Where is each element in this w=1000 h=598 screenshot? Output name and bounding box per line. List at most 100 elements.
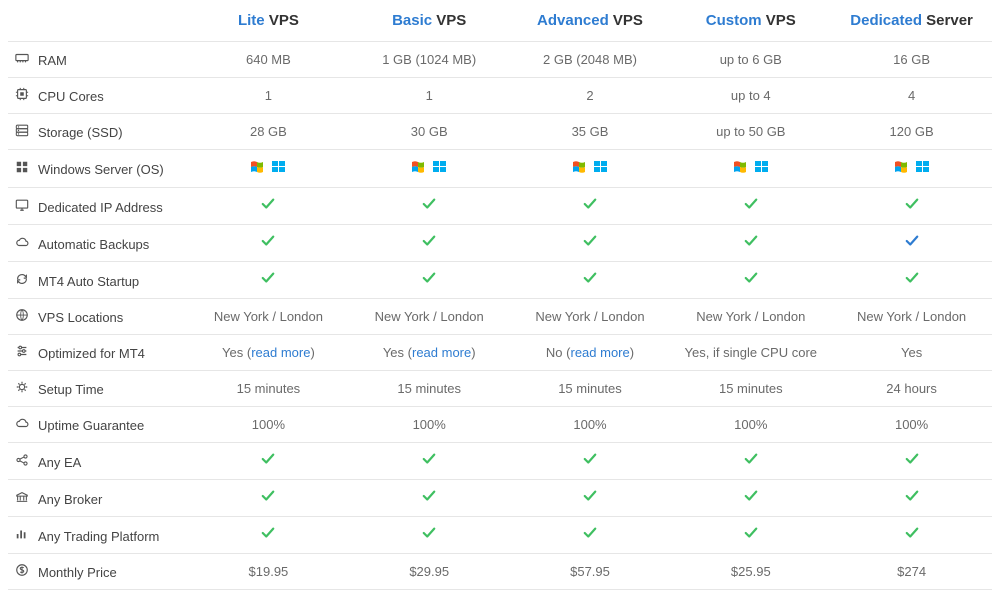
check-icon bbox=[261, 198, 275, 215]
feature-cell bbox=[188, 480, 349, 517]
cell-text: $19.95 bbox=[249, 564, 289, 579]
check-icon bbox=[422, 234, 436, 248]
cell-text: 2 bbox=[586, 88, 593, 103]
check-icon bbox=[261, 197, 275, 211]
check-icon bbox=[583, 197, 597, 211]
windows-os-icons bbox=[410, 159, 448, 175]
check-icon bbox=[422, 527, 436, 544]
feature-cell bbox=[670, 480, 831, 517]
read-more-link[interactable]: read more bbox=[412, 345, 471, 360]
cell-text: No bbox=[546, 345, 566, 360]
cell-text: 2 GB (2048 MB) bbox=[543, 52, 637, 67]
feature-cell: 100% bbox=[349, 407, 510, 443]
windows8-icon bbox=[593, 159, 609, 175]
check-icon bbox=[905, 527, 919, 544]
check-icon bbox=[422, 197, 436, 211]
feature-cell bbox=[349, 225, 510, 262]
cell-text: 24 hours bbox=[886, 381, 937, 396]
feature-label: Setup Time bbox=[38, 382, 104, 397]
feature-cell: 100% bbox=[510, 407, 671, 443]
check-icon bbox=[905, 453, 919, 470]
feature-label-cell: Any Trading Platform bbox=[8, 517, 188, 554]
cloud-icon bbox=[14, 416, 30, 430]
windows8-icon bbox=[754, 159, 770, 175]
feature-cell bbox=[831, 225, 992, 262]
feature-label-cell: Monthly Price bbox=[8, 554, 188, 590]
check-icon bbox=[583, 198, 597, 215]
plan-name-suffix: VPS bbox=[766, 12, 796, 29]
cell-text: New York / London bbox=[857, 309, 966, 324]
check-icon bbox=[583, 235, 597, 252]
dollar-icon bbox=[14, 563, 30, 577]
cell-text: 15 minutes bbox=[558, 381, 622, 396]
cell-text: $274 bbox=[897, 564, 926, 579]
monitor-icon bbox=[14, 198, 30, 212]
check-icon bbox=[583, 526, 597, 540]
feature-cell bbox=[831, 443, 992, 480]
feature-cell: 1 bbox=[188, 78, 349, 114]
check-icon bbox=[583, 234, 597, 248]
ram-icon bbox=[15, 51, 29, 65]
windows7-icon bbox=[571, 159, 587, 175]
feature-row: VPS LocationsNew York / LondonNew York /… bbox=[8, 299, 992, 335]
check-icon bbox=[905, 272, 919, 289]
check-icon bbox=[261, 234, 275, 248]
check-icon bbox=[422, 490, 436, 507]
feature-cell: 15 minutes bbox=[670, 371, 831, 407]
plan-name-highlight: Advanced bbox=[537, 12, 609, 29]
feature-cell: 15 minutes bbox=[349, 371, 510, 407]
cell-text: Yes bbox=[901, 345, 922, 360]
check-icon bbox=[261, 453, 275, 470]
feature-cell: 2 GB (2048 MB) bbox=[510, 42, 671, 78]
feature-row: Uptime Guarantee100%100%100%100%100% bbox=[8, 407, 992, 443]
cell-text: New York / London bbox=[696, 309, 805, 324]
check-icon bbox=[261, 235, 275, 252]
feature-row: Dedicated IP Address bbox=[8, 188, 992, 225]
feature-cell: 15 minutes bbox=[188, 371, 349, 407]
feature-cell: 30 GB bbox=[349, 114, 510, 150]
check-icon bbox=[744, 235, 758, 252]
feature-label-cell: MT4 Auto Startup bbox=[8, 262, 188, 299]
check-icon bbox=[744, 453, 758, 470]
sliders-icon bbox=[14, 344, 30, 358]
windows8-icon bbox=[432, 159, 448, 175]
check-icon bbox=[583, 453, 597, 470]
check-icon bbox=[583, 527, 597, 544]
check-icon bbox=[905, 235, 919, 252]
cell-text: 4 bbox=[908, 88, 915, 103]
comparison-table: Lite VPSBasic VPSAdvanced VPSCustom VPSD… bbox=[8, 8, 992, 590]
plan-name-highlight: Custom bbox=[706, 12, 762, 29]
feature-cell: 100% bbox=[831, 407, 992, 443]
feature-cell bbox=[510, 517, 671, 554]
dollar-icon bbox=[15, 563, 29, 577]
share-icon bbox=[15, 453, 29, 467]
plan-header: Basic VPS bbox=[349, 8, 510, 42]
cell-text: Yes bbox=[222, 345, 247, 360]
sliders-icon bbox=[15, 344, 29, 358]
feature-cell bbox=[670, 225, 831, 262]
plan-header: Dedicated Server bbox=[831, 8, 992, 42]
cell-text: 16 GB bbox=[893, 52, 930, 67]
feature-cell: No (read more) bbox=[510, 335, 671, 371]
check-icon bbox=[422, 453, 436, 470]
feature-cell bbox=[510, 480, 671, 517]
feature-cell: 28 GB bbox=[188, 114, 349, 150]
feature-cell: 100% bbox=[188, 407, 349, 443]
windows-os-icons bbox=[732, 159, 770, 175]
barchart-icon bbox=[14, 527, 30, 541]
read-more-link[interactable]: read more bbox=[251, 345, 310, 360]
cpu-icon bbox=[14, 87, 30, 101]
windows7-icon bbox=[410, 159, 426, 175]
feature-cell bbox=[670, 517, 831, 554]
cell-text: 640 MB bbox=[246, 52, 291, 67]
feature-cell bbox=[510, 262, 671, 299]
plan-header: Advanced VPS bbox=[510, 8, 671, 42]
check-icon bbox=[744, 271, 758, 285]
feature-row: Monthly Price$19.95$29.95$57.95$25.95$27… bbox=[8, 554, 992, 590]
feature-row: Any EA bbox=[8, 443, 992, 480]
windows-os-icons bbox=[893, 159, 931, 175]
feature-row: Windows Server (OS) bbox=[8, 150, 992, 188]
read-more-link[interactable]: read more bbox=[570, 345, 629, 360]
feature-cell bbox=[349, 480, 510, 517]
check-icon bbox=[905, 234, 919, 248]
